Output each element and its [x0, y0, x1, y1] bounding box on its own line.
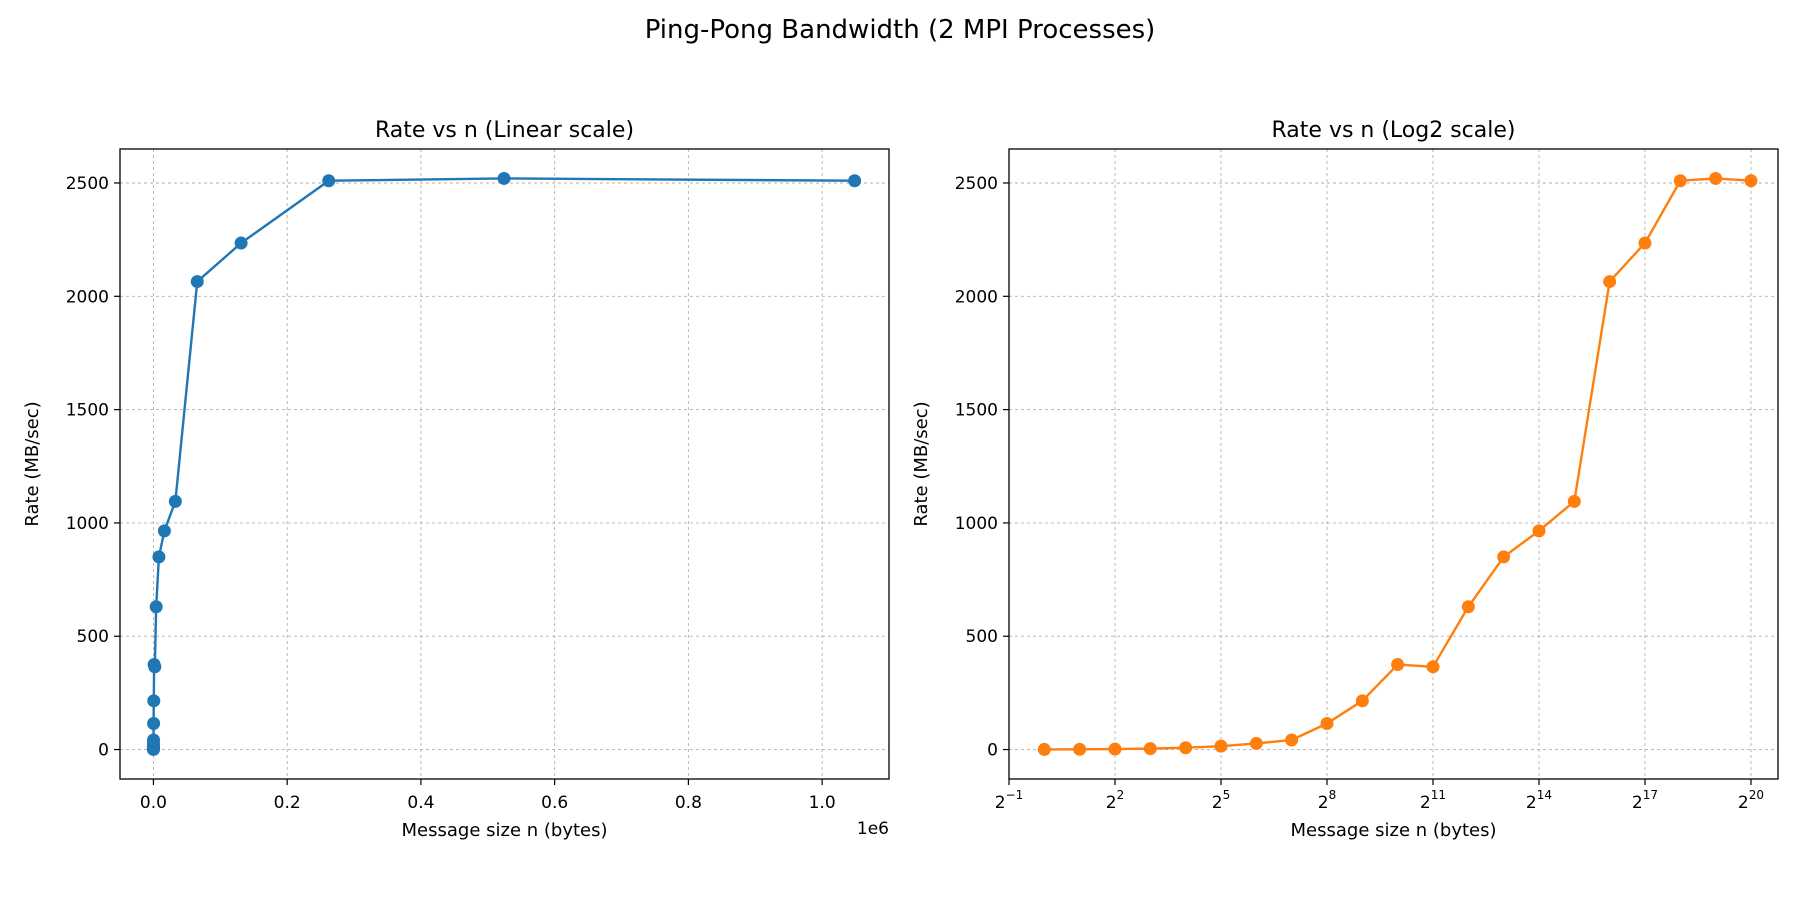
x-tick-label: 1.0 [809, 793, 836, 813]
y-tick-label: 500 [77, 627, 109, 647]
x-tick-label: 0.8 [675, 793, 702, 813]
data-point [190, 275, 204, 289]
x-tick-label: 0.0 [140, 793, 167, 813]
y-tick-label: 1500 [955, 401, 998, 421]
x-offset-label: 1e6 [857, 819, 889, 839]
data-point [157, 524, 171, 538]
data-point [1214, 739, 1228, 753]
x-tick-label: 217 [1632, 788, 1658, 813]
x-tick-label: 0.2 [274, 793, 301, 813]
data-point [1143, 742, 1157, 756]
data-point [1603, 275, 1617, 289]
data-point [1497, 550, 1511, 564]
data-point [234, 236, 248, 250]
y-tick-label: 500 [966, 627, 998, 647]
data-point [147, 694, 161, 708]
data-point [322, 174, 336, 188]
data-point [148, 660, 162, 674]
data-point [1532, 524, 1546, 538]
subplot-title: Rate vs n (Log2 scale) [1272, 118, 1516, 143]
x-tick-label: 22 [1106, 788, 1124, 813]
subplot-title: Rate vs n (Linear scale) [375, 118, 634, 143]
data-point [1249, 736, 1263, 750]
data-point [1320, 716, 1334, 730]
y-tick-label: 1000 [66, 514, 109, 534]
axes-frame [1008, 148, 1779, 780]
data-point [1461, 600, 1475, 614]
data-point [1285, 733, 1299, 747]
data-point [1108, 742, 1122, 756]
data-point [149, 600, 163, 614]
x-tick-label: 211 [1420, 788, 1446, 813]
data-point [848, 174, 862, 188]
y-tick-label: 2500 [955, 174, 998, 194]
data-point [1426, 660, 1440, 674]
x-tick-label: 2−1 [995, 788, 1024, 813]
data-point [1179, 741, 1193, 755]
x-tick-label: 214 [1526, 788, 1552, 813]
plot-area [1009, 149, 1778, 779]
x-axis-label: Message size n (bytes) [1291, 820, 1497, 841]
x-tick-label: 28 [1318, 788, 1336, 813]
data-point [1638, 236, 1652, 250]
y-axis-label: Rate (MB/sec) [911, 401, 932, 526]
y-tick-label: 0 [987, 741, 998, 761]
plot-area [120, 149, 889, 779]
figure-title: Ping-Pong Bandwidth (2 MPI Processes) [645, 15, 1156, 45]
data-point [1744, 174, 1758, 188]
y-tick-label: 2500 [66, 174, 109, 194]
data-point [1355, 694, 1369, 708]
axes-frame [119, 148, 890, 780]
data-point [1673, 174, 1687, 188]
y-axis-label: Rate (MB/sec) [22, 401, 43, 526]
x-tick-label: 25 [1212, 788, 1230, 813]
y-tick-label: 0 [98, 741, 109, 761]
x-tick-label: 0.4 [407, 793, 434, 813]
data-point [152, 550, 166, 564]
data-point [497, 171, 511, 185]
data-point [1037, 742, 1051, 756]
data-point [168, 494, 182, 508]
y-tick-label: 1500 [66, 401, 109, 421]
data-point [147, 733, 161, 747]
data-point [1073, 742, 1087, 756]
y-tick-label: 2000 [66, 287, 109, 307]
data-point [1391, 658, 1405, 672]
data-point [147, 716, 161, 730]
log2-scale-chart: 2−1 22 25 28 211 214 217 220 0 500 1000 1500 2000 250… [911, 118, 1779, 841]
data-point [1567, 494, 1581, 508]
data-point [1709, 171, 1723, 185]
x-axis-label: Message size n (bytes) [402, 820, 608, 841]
x-tick-label: 220 [1738, 788, 1764, 813]
y-tick-label: 1000 [955, 514, 998, 534]
x-tick-label: 0.6 [541, 793, 568, 813]
linear-scale-chart: 0.0 0.2 0.4 0.6 0.8 1.0 0 500 1000 1500 2000 2500 Ra… [22, 118, 890, 841]
y-tick-label: 2000 [955, 287, 998, 307]
